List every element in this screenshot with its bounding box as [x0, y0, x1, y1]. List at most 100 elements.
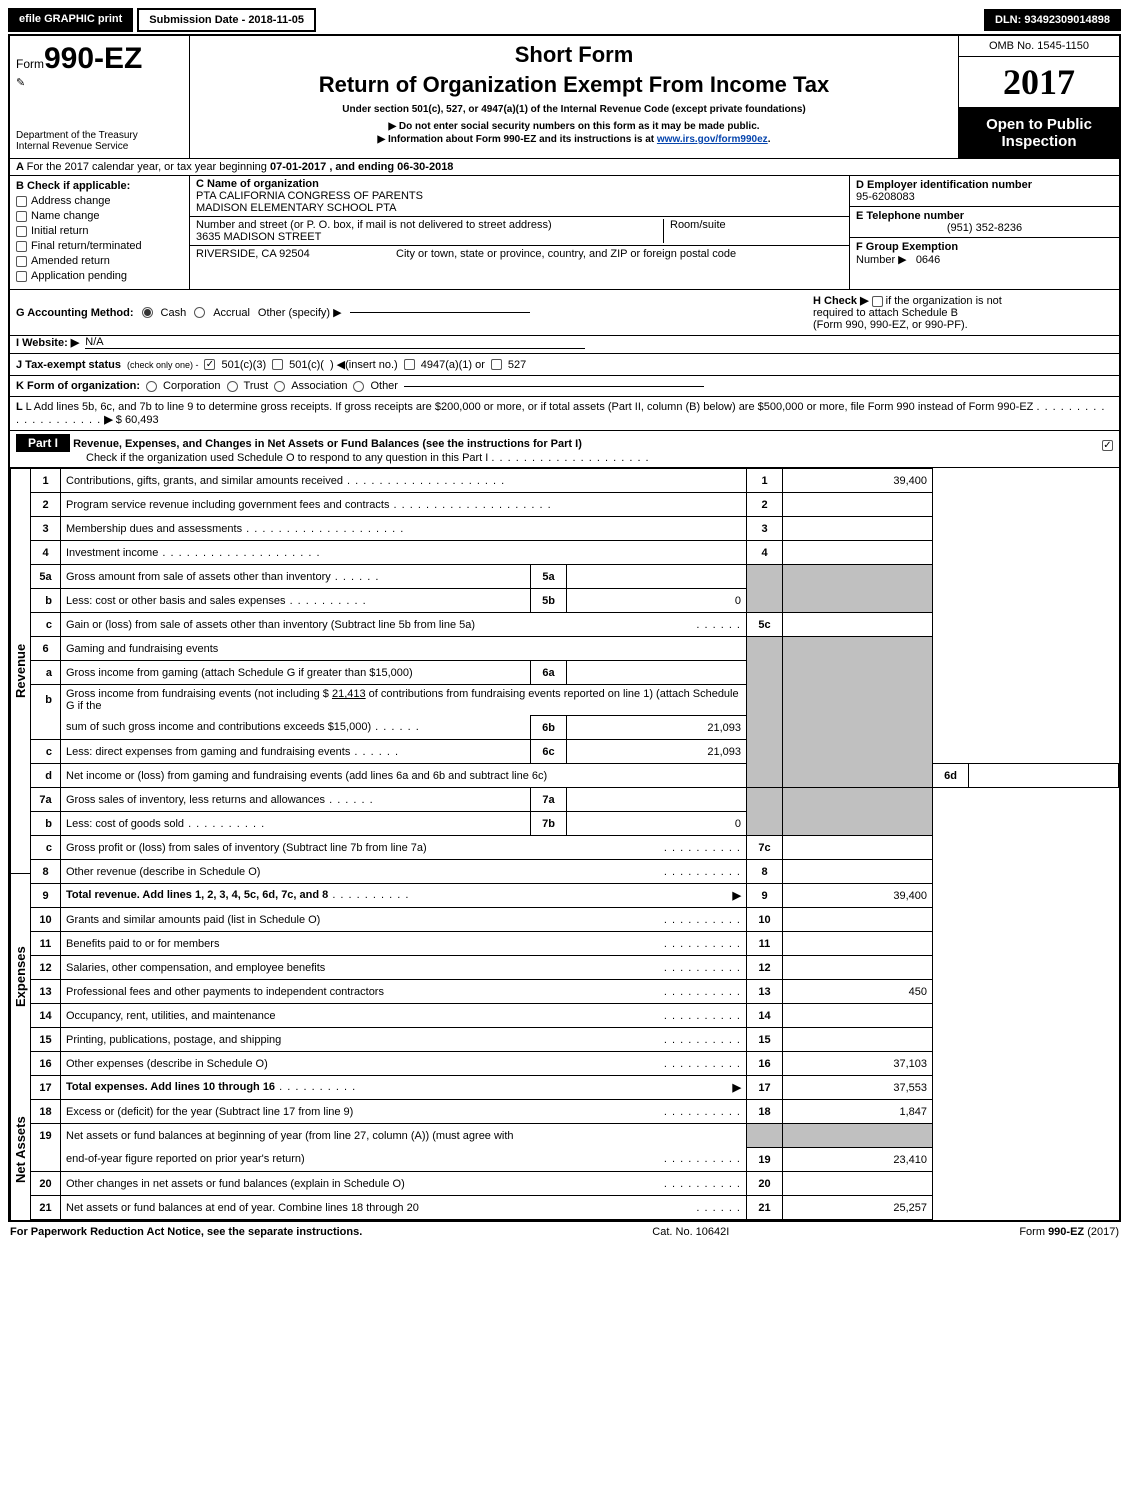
line-3: 3 Membership dues and assessments 3	[31, 517, 1119, 541]
line-6a-desc: Gross income from gaming (attach Schedul…	[66, 667, 413, 679]
line-20-num: 20	[31, 1172, 61, 1196]
line-9-desc: Total revenue. Add lines 1, 2, 3, 4, 5c,…	[66, 889, 328, 901]
header-left: Form990-EZ ✎ Department of the Treasury …	[10, 36, 190, 158]
line-4-num: 4	[31, 541, 61, 565]
line-21-num: 21	[31, 1196, 61, 1220]
line-5c-num: c	[31, 613, 61, 637]
501c-checkbox[interactable]	[272, 359, 283, 370]
501c3-checkbox[interactable]	[204, 359, 215, 370]
top-bar: efile GRAPHIC print Submission Date - 20…	[8, 8, 1121, 32]
irs-link[interactable]: www.irs.gov/form990ez	[657, 134, 768, 145]
app-pending-checkbox[interactable]	[16, 271, 27, 282]
line-6b-desc2: sum of such gross income and contributio…	[66, 721, 371, 733]
assoc-radio[interactable]	[274, 381, 285, 392]
netassets-side-label: Net Assets	[10, 1080, 30, 1220]
addr-change-checkbox[interactable]	[16, 196, 27, 207]
line-5a: 5a Gross amount from sale of assets othe…	[31, 565, 1119, 589]
final-return-checkbox[interactable]	[16, 241, 27, 252]
line-7a-mv	[567, 788, 747, 812]
line-7c-rn: 7c	[747, 836, 783, 860]
section-j-sub: (check only one) -	[127, 360, 199, 370]
top-bar-left: efile GRAPHIC print Submission Date - 20…	[8, 8, 316, 32]
section-j-label: J Tax-exempt status	[16, 359, 121, 371]
527-checkbox[interactable]	[491, 359, 502, 370]
footer-right: Form 990-EZ (2017)	[1019, 1226, 1119, 1238]
section-b: B Check if applicable: Address change Na…	[10, 176, 190, 289]
section-d-label: D Employer identification number	[856, 179, 1113, 191]
section-f-label: F Group Exemption	[856, 241, 958, 253]
line-17-num: 17	[31, 1076, 61, 1100]
other-org-input[interactable]	[404, 386, 704, 387]
line-7b-mv: 0	[567, 812, 747, 836]
treasury-block: Department of the Treasury Internal Reve…	[16, 130, 183, 152]
other-org-radio[interactable]	[353, 381, 364, 392]
name-change-label: Name change	[31, 210, 100, 222]
app-pending-label: Application pending	[31, 270, 127, 282]
4947-label: 4947(a)(1) or	[421, 359, 485, 371]
final-return-label: Final return/terminated	[31, 240, 142, 252]
schedule-o-checkbox[interactable]	[1102, 440, 1113, 451]
line-21-rv: 25,257	[783, 1196, 933, 1220]
line-1-rv: 39,400	[783, 469, 933, 493]
section-g-h: G Accounting Method: Cash Accrual Other …	[10, 290, 1119, 336]
trust-radio[interactable]	[227, 381, 238, 392]
amended-return-checkbox[interactable]	[16, 256, 27, 267]
line-15-rn: 15	[747, 1028, 783, 1052]
efile-badge: efile GRAPHIC print	[8, 8, 133, 32]
section-h-post: if the organization is not	[886, 295, 1002, 307]
tax-year-begin: 07-01-2017	[270, 161, 326, 173]
line-16: 16 Other expenses (describe in Schedule …	[31, 1052, 1119, 1076]
line-5b: b Less: cost or other basis and sales ex…	[31, 589, 1119, 613]
line-1-rn: 1	[747, 469, 783, 493]
line-5b-num: b	[31, 589, 61, 613]
line-12: 12 Salaries, other compensation, and emp…	[31, 956, 1119, 980]
room-suite-label: Room/suite	[663, 219, 843, 243]
line-4-rv	[783, 541, 933, 565]
line-18-desc: Excess or (deficit) for the year (Subtra…	[66, 1106, 353, 1118]
line-19-num: 19	[31, 1124, 61, 1148]
footer-right-post: (2017)	[1084, 1226, 1119, 1238]
street-value: 3635 MADISON STREET	[196, 231, 663, 243]
line-6d-desc: Net income or (loss) from gaming and fun…	[66, 770, 547, 782]
initial-return-checkbox[interactable]	[16, 226, 27, 237]
tax-year: 2017	[959, 57, 1119, 108]
part-1-checkline: Check if the organization used Schedule …	[86, 452, 488, 464]
part-1-title: Revenue, Expenses, and Changes in Net As…	[73, 438, 582, 450]
line-13-rn: 13	[747, 980, 783, 1004]
line-5b-mv: 0	[567, 589, 747, 613]
line-9-rv: 39,400	[783, 884, 933, 908]
line-21: 21 Net assets or fund balances at end of…	[31, 1196, 1119, 1220]
schedule-b-checkbox[interactable]	[872, 296, 883, 307]
name-change-checkbox[interactable]	[16, 211, 27, 222]
line-11-desc: Benefits paid to or for members	[66, 938, 219, 950]
return-title: Return of Organization Exempt From Incom…	[202, 72, 946, 98]
line-21-desc: Net assets or fund balances at end of ye…	[66, 1202, 419, 1214]
line-20-desc: Other changes in net assets or fund bala…	[66, 1178, 405, 1190]
line-18: 18 Excess or (deficit) for the year (Sub…	[31, 1100, 1119, 1124]
omb-number: OMB No. 1545-1150	[959, 36, 1119, 57]
accrual-radio[interactable]	[194, 307, 205, 318]
line-3-num: 3	[31, 517, 61, 541]
section-c-label: C Name of organization	[196, 178, 843, 190]
initial-return-label: Initial return	[31, 225, 88, 237]
treasury-line2: Internal Revenue Service	[16, 141, 183, 152]
4947-checkbox[interactable]	[404, 359, 415, 370]
line-2-rv	[783, 493, 933, 517]
line-6c-mv: 21,093	[567, 740, 747, 764]
other-method-input[interactable]	[350, 312, 530, 313]
line-1-num: 1	[31, 469, 61, 493]
line-2-num: 2	[31, 493, 61, 517]
line-4-desc: Investment income	[66, 547, 158, 559]
line-4: 4 Investment income 4	[31, 541, 1119, 565]
section-i: I Website: ▶ N/A	[10, 336, 1119, 353]
line-7a-num: 7a	[31, 788, 61, 812]
line-19-rv: 23,410	[783, 1148, 933, 1172]
cash-radio[interactable]	[142, 307, 153, 318]
trust-label: Trust	[244, 380, 269, 392]
line-15-rv	[783, 1028, 933, 1052]
section-l: L L Add lines 5b, 6c, and 7b to line 9 t…	[10, 397, 1119, 431]
section-k-label: K Form of organization:	[16, 380, 140, 392]
corp-radio[interactable]	[146, 381, 157, 392]
501c3-label: 501(c)(3)	[221, 359, 266, 371]
section-a: A For the 2017 calendar year, or tax yea…	[10, 159, 1119, 176]
